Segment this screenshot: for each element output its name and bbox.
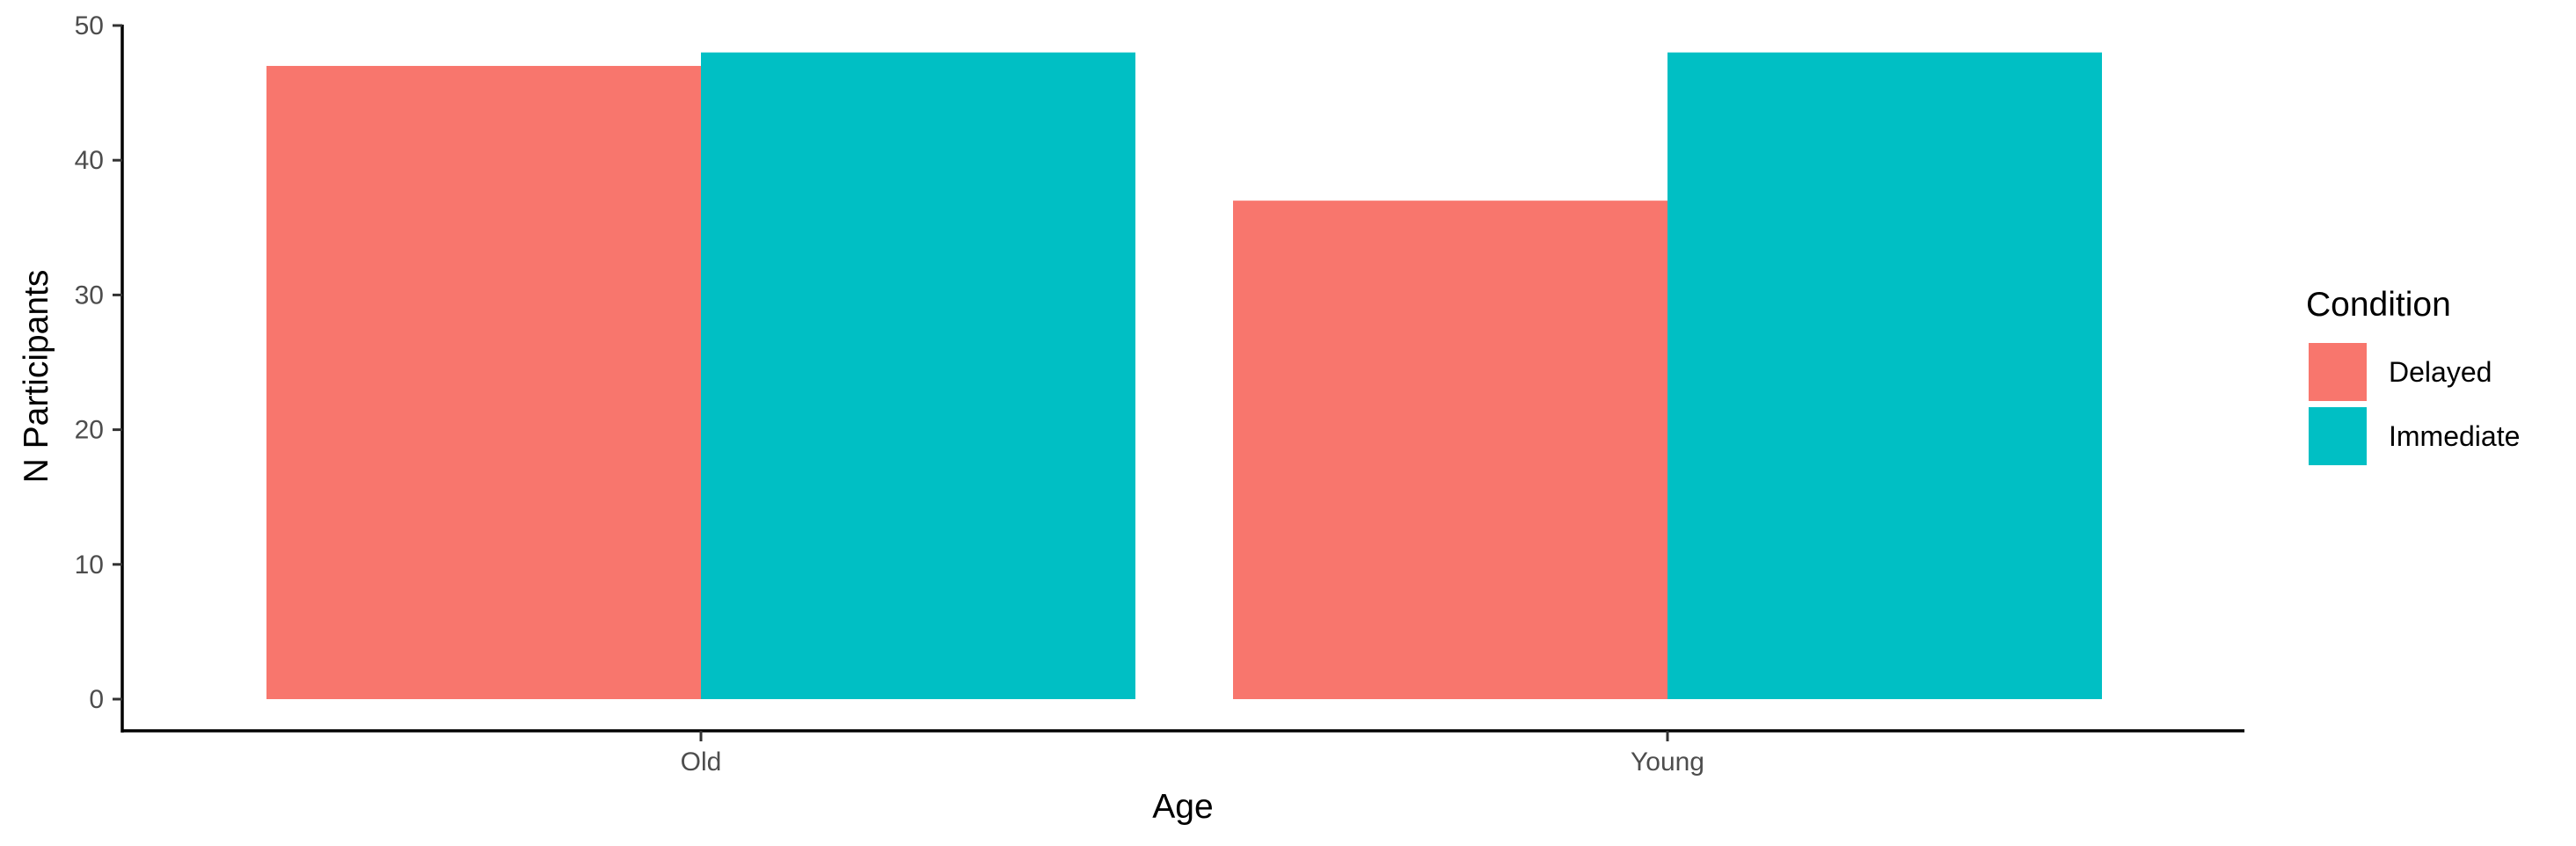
legend-label-delayed: Delayed — [2389, 356, 2492, 388]
y-ticks-group: 0 10 20 30 40 50 — [75, 11, 122, 714]
y-tick-label: 20 — [75, 416, 104, 445]
bar-immediate-old — [701, 52, 1135, 699]
bar-delayed-young — [1233, 201, 1667, 699]
legend-label-immediate: Immediate — [2389, 420, 2520, 452]
x-tick-label: Old — [681, 748, 722, 777]
x-ticks-group: Old Young — [681, 731, 1704, 777]
x-axis-title: Age — [1152, 788, 1213, 826]
bar-delayed-old — [266, 65, 701, 699]
y-tick-label: 40 — [75, 146, 104, 175]
y-tick-label: 0 — [89, 685, 104, 714]
legend-key-delayed — [2309, 343, 2367, 401]
bar-immediate-young — [1667, 52, 2102, 699]
x-tick-label: Young — [1631, 748, 1704, 777]
y-tick-label: 30 — [75, 281, 104, 310]
legend: Condition Delayed Immediate — [2306, 286, 2520, 465]
y-tick-label: 50 — [75, 11, 104, 40]
bars-group — [266, 52, 2102, 699]
y-tick-label: 10 — [75, 551, 104, 580]
legend-key-immediate — [2309, 407, 2367, 465]
y-axis-title: N Participants — [18, 270, 55, 484]
legend-title: Condition — [2306, 286, 2451, 324]
